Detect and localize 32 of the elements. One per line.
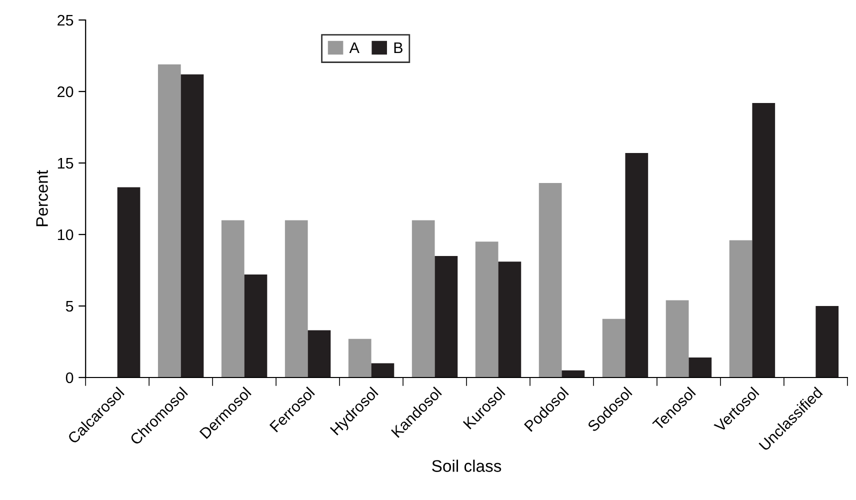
legend-label: A xyxy=(349,42,360,53)
y-axis-title: Percent xyxy=(36,170,48,226)
bar xyxy=(434,256,458,378)
bar xyxy=(308,330,331,378)
y-tick-label: 15 xyxy=(58,158,74,169)
bar xyxy=(475,242,498,378)
bar xyxy=(180,74,204,378)
bar xyxy=(562,370,585,378)
bar xyxy=(348,338,372,378)
x-axis-title: Soil class xyxy=(432,460,502,472)
bar xyxy=(284,220,308,378)
legend-label: B xyxy=(394,42,402,53)
y-tick-label: 10 xyxy=(58,229,74,240)
bar xyxy=(729,240,752,378)
bar xyxy=(625,152,648,378)
bar xyxy=(816,306,839,378)
bar xyxy=(688,357,712,378)
bar xyxy=(244,274,268,378)
bar xyxy=(158,64,181,378)
bar xyxy=(221,220,244,378)
bar xyxy=(498,262,522,378)
bar xyxy=(666,300,689,378)
bar xyxy=(412,220,435,378)
y-tick-label: 25 xyxy=(58,14,74,26)
y-tick-label: 20 xyxy=(58,86,74,98)
y-tick-label: 0 xyxy=(66,372,74,384)
bar xyxy=(117,187,140,378)
bar xyxy=(752,102,776,378)
bar xyxy=(371,363,394,378)
bar xyxy=(602,318,626,378)
y-tick-label: 5 xyxy=(66,301,74,312)
bar xyxy=(538,183,562,378)
